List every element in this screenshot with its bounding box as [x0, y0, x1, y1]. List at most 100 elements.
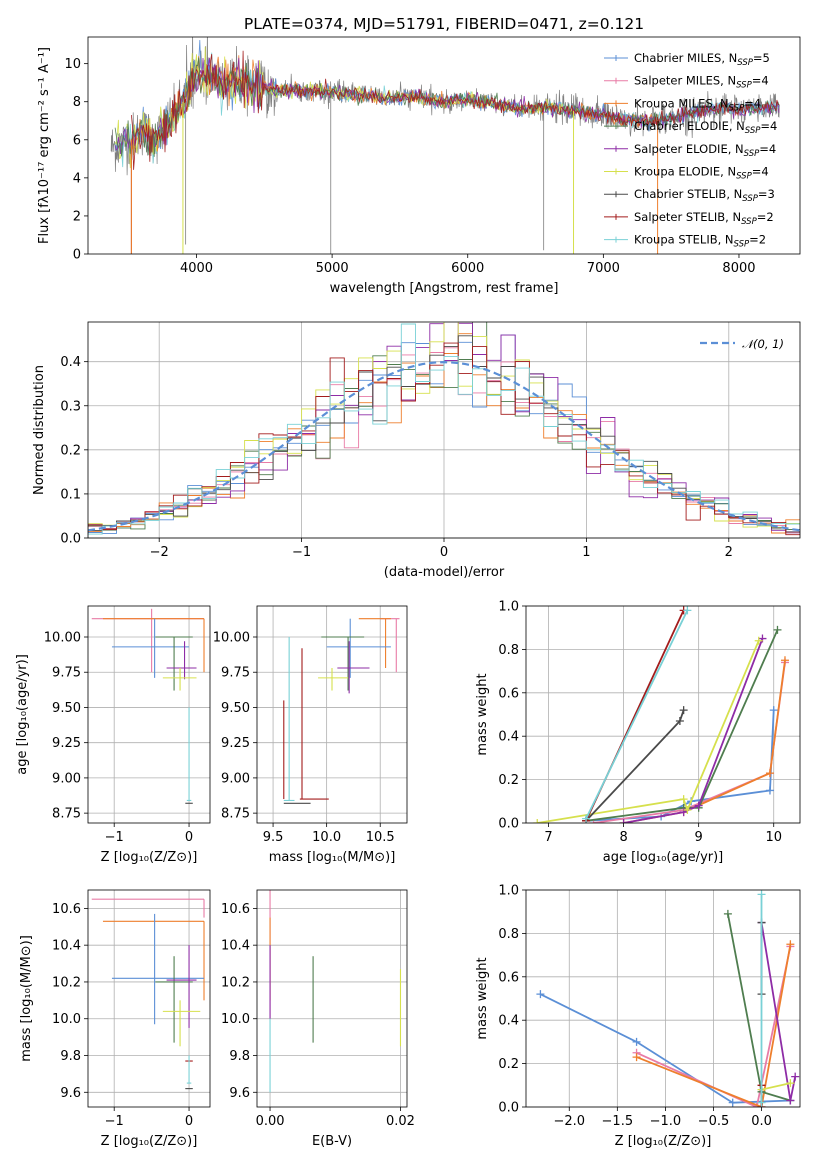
x-axis-label: Z [log₁₀(Z/Z⊙)] [101, 1134, 198, 1149]
x-axis-label: (data-model)/error [384, 565, 505, 580]
figure-title: PLATE=0374, MJD=51791, FIBERID=0471, z=0… [244, 15, 644, 33]
weight-point-chabrier_stelib [675, 717, 684, 726]
grid [88, 606, 210, 823]
x-tick-label: −2.0 [553, 1114, 585, 1129]
y-tick-label: 10.00 [213, 631, 250, 646]
weight-point-chabrier_miles [765, 786, 774, 795]
plot-area [91, 898, 205, 1090]
legend-entry: Kroupa ELODIE, NSSP=4 [634, 165, 769, 182]
weight-point-kroupa_stelib [757, 890, 766, 899]
y-tick-label: 0.1 [60, 487, 81, 502]
y-tick-label: 0.0 [498, 1101, 519, 1116]
legend-subscript: SSP [734, 240, 750, 250]
legend-value: =2 [749, 233, 766, 247]
axes-frame [87, 889, 211, 1108]
y-axis-label: Flux [fλ10⁻¹⁷ erg cm⁻² s⁻¹ A⁻¹] [37, 47, 52, 244]
y-axis-label: mass weight [475, 957, 490, 1039]
y-tick-label: 0.0 [60, 532, 81, 547]
legend-entry: Chabrier ELODIE, NSSP=4 [634, 119, 777, 136]
x-tick-label: −0.5 [698, 1114, 730, 1129]
weight-point-kroupa_stelib [582, 814, 591, 823]
x-tick-label: 5000 [316, 261, 349, 276]
weight-point-chabrier_miles [536, 990, 545, 999]
x-tick-label: 10 [765, 830, 782, 845]
weight-point-kroupa_miles [780, 656, 789, 665]
axes-frame [525, 889, 801, 1108]
spectrum-panel: 4000 5000 6000 7000 8000 0 2 4 6 8 10 wavelength [A… [37, 36, 801, 296]
legend-subscript: SSP [736, 81, 752, 91]
x-axis-label: age [log₁₀(age/yr)] [603, 850, 724, 865]
legend-subscript: SSP [744, 149, 760, 159]
weight-line-kroupa_miles [636, 944, 792, 1107]
legend-value: =3 [758, 187, 775, 201]
y-tick-label: 8.75 [52, 807, 81, 822]
ticks: 4000 5000 6000 7000 8000 0 2 4 6 8 10 [64, 57, 755, 276]
legend-value: =2 [757, 210, 774, 224]
ticks: −2 −1 0 1 2 0.0 0.1 0.2 0.3 0.4 [60, 355, 733, 560]
age-vs-mass-panel: 9.5 10.0 10.5 8.75 9.00 9.25 9.50 9.75 10.00 mass… [213, 605, 408, 865]
x-tick-label: 0.00 [256, 1114, 285, 1129]
axes-frame [87, 605, 211, 824]
weight-point-chabrier_miles [632, 1037, 641, 1046]
weight-point-kroupa_stelib [683, 606, 692, 615]
legend-subscript: SSP [742, 194, 758, 204]
y-tick-label: 4 [73, 171, 81, 186]
weight-line-kroupa_stelib [585, 609, 689, 820]
age-vs-metallicity-panel: −1 0 8.75 9.00 9.25 9.50 9.75 10.00 Z [log₁₀(Z/Z… [15, 605, 211, 865]
weight-point-kroupa_miles [786, 940, 795, 949]
weight-point-chabrier_miles [728, 1098, 737, 1107]
y-tick-label: 8.75 [221, 807, 250, 822]
grid [88, 890, 210, 1107]
y-tick-label: 10.6 [221, 902, 250, 917]
plot-area [533, 606, 789, 823]
y-tick-label: 10.4 [52, 939, 81, 954]
weight-point-salpeter_elodie [786, 1096, 795, 1105]
residuals-panel: −2 −1 0 1 2 0.0 0.1 0.2 0.3 0.4 (data-model)/error… [32, 321, 801, 580]
legend-subscript: SSP [736, 172, 752, 182]
weight-line-chabrier_elodie [585, 629, 779, 822]
y-axis-label: Normed distribution [32, 365, 47, 495]
x-tick-label: 9.5 [263, 830, 284, 845]
y-tick-label: 9.00 [52, 771, 81, 786]
plot-area [91, 608, 205, 804]
y-tick-label: 6 [73, 133, 81, 148]
weight-line-kroupa_miles [623, 660, 786, 823]
y-tick-label: 10.6 [52, 902, 81, 917]
x-tick-label: 0 [185, 1114, 193, 1129]
weight-point-kroupa_miles [765, 769, 774, 778]
x-tick-label: 9 [695, 830, 703, 845]
axes-frame [256, 605, 408, 824]
x-tick-label: 10.0 [312, 830, 341, 845]
y-tick-label: 0.6 [498, 686, 519, 701]
plot-area [88, 322, 800, 538]
x-tick-label: −1 [105, 830, 124, 845]
legend-value: =4 [752, 165, 769, 179]
legend-text: Chabrier MILES, N [634, 51, 737, 65]
x-axis-label: Z [log₁₀(Z/Z⊙)] [615, 1134, 712, 1149]
legend-text: Kroupa ELODIE, N [634, 165, 736, 179]
legend-entry: Salpeter STELIB, NSSP=2 [634, 210, 774, 227]
y-tick-label: 0.4 [498, 1014, 519, 1029]
legend-value: =4 [760, 119, 777, 133]
x-tick-label: 0.02 [386, 1114, 415, 1129]
weight-point-kroupa_elodie [683, 805, 692, 814]
legend-subscript: SSP [745, 126, 761, 136]
y-tick-label: 9.75 [52, 666, 81, 681]
y-tick-label: 9.8 [60, 1049, 81, 1064]
x-tick-label: 0 [185, 830, 193, 845]
x-tick-label: 0 [440, 545, 448, 560]
grid [257, 890, 407, 1107]
x-axis-label: Z [log₁₀(Z/Z⊙)] [101, 850, 198, 865]
y-tick-label: 0.6 [498, 970, 519, 985]
y-tick-label: 9.25 [221, 736, 250, 751]
y-tick-label: 10.0 [221, 1012, 250, 1027]
legend-subscript: SSP [729, 103, 745, 113]
ticks: 0.00 0.02 9.6 9.8 10.0 10.2 10.4 10.6 [221, 902, 415, 1129]
y-tick-label: 10.0 [52, 1012, 81, 1027]
axes-frame [87, 36, 801, 255]
model-spectrum-salpeter_stelib [131, 50, 780, 170]
x-tick-label: −1 [105, 1114, 124, 1129]
ticks: 9.5 10.0 10.5 8.75 9.00 9.25 9.50 9.75 10.00 [213, 631, 395, 846]
model-spectrum-salpeter_elodie [114, 57, 780, 154]
